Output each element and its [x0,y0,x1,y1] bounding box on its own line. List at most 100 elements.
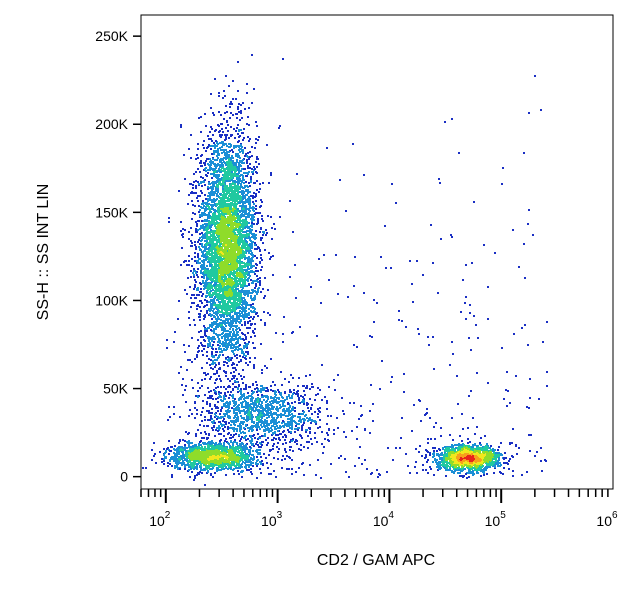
data-point [221,343,223,345]
data-point [214,230,216,232]
data-point [206,310,208,312]
data-point [218,318,220,320]
data-point [210,258,212,260]
data-point [254,297,256,299]
data-point [226,348,228,350]
data-point [189,286,191,288]
data-point [246,279,248,281]
data-point [223,202,225,204]
data-point [190,157,192,159]
data-point [232,375,234,377]
data-point [225,304,227,306]
data-point [210,290,212,292]
data-point [225,127,227,129]
data-point [233,238,235,240]
data-point [215,307,217,309]
data-point [215,379,217,381]
data-point [202,293,204,295]
data-point [257,139,259,141]
data-point [212,289,214,291]
data-point [202,254,204,256]
data-point [242,219,244,221]
data-point [259,249,261,251]
data-point [208,214,210,216]
data-point [245,315,247,317]
data-point [249,198,251,200]
data-point [240,240,242,242]
data-point [235,299,237,301]
data-point [200,330,202,332]
data-point [228,312,230,314]
data-point [248,212,250,214]
data-point [183,344,185,346]
data-point [258,136,260,138]
data-point [239,151,241,153]
data-point [193,274,195,276]
data-point [222,188,224,190]
data-point [216,278,218,280]
data-point [207,258,209,260]
data-point [203,140,205,142]
data-point [245,273,247,275]
data-point [199,228,201,230]
data-point [216,289,218,291]
data-point [228,323,230,325]
data-point [222,292,224,294]
data-point [270,172,272,174]
data-point [229,185,231,187]
data-point [249,214,251,216]
data-point [231,288,233,290]
data-point [230,273,232,275]
data-point [251,247,253,249]
data-point [240,388,242,390]
data-point [201,251,203,253]
data-point [222,288,224,290]
data-point [229,328,231,330]
data-point [238,361,240,363]
data-point [208,283,210,285]
data-point [216,270,218,272]
data-point [215,243,217,245]
data-point [245,338,247,340]
data-point [206,312,208,314]
data-point [222,326,224,328]
data-point [265,229,267,231]
data-point [243,208,245,210]
data-point [254,287,256,289]
data-point [235,290,237,292]
data-point [210,282,212,284]
data-point [236,354,238,356]
data-point [251,146,253,148]
data-point [234,244,236,246]
data-point [211,188,213,190]
data-point [233,145,235,147]
data-point [220,316,222,318]
data-point [216,159,218,161]
data-point [224,95,226,97]
data-point [244,321,246,323]
data-point [211,363,213,365]
data-point [239,227,241,229]
data-point [224,134,226,136]
data-point [209,395,211,397]
data-point [217,297,219,299]
data-point [200,336,202,338]
data-point [212,299,214,301]
data-point [224,238,226,240]
data-point [232,160,234,162]
data-point [184,351,186,353]
data-point [208,192,210,194]
data-point [243,345,245,347]
data-point [223,283,225,285]
data-point [192,272,194,274]
data-point [230,341,232,343]
data-point [227,240,229,242]
data-point [236,210,238,212]
data-point [201,236,203,238]
data-point [218,92,220,94]
data-point [249,320,251,322]
data-point [239,119,241,121]
data-point [251,257,253,259]
data-point [225,190,227,192]
data-point [225,278,227,280]
